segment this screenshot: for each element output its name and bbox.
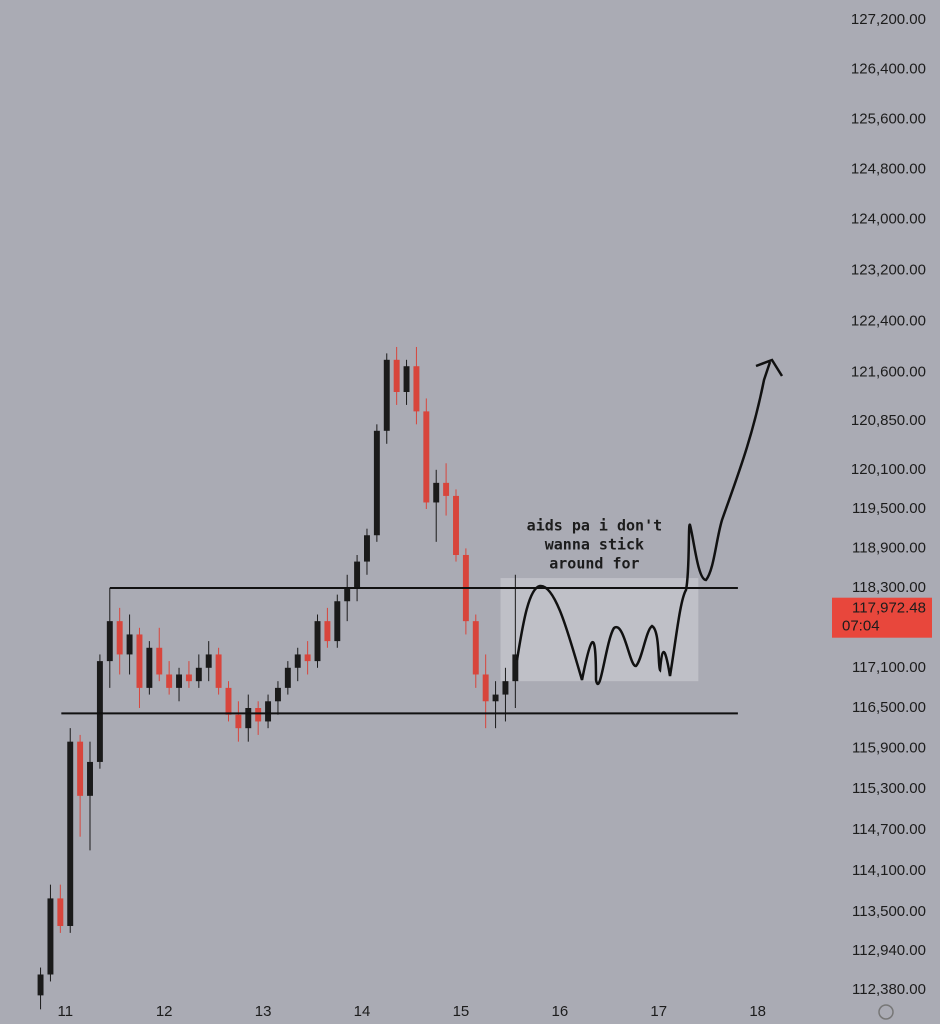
candle-body xyxy=(205,654,212,668)
candle-body xyxy=(166,674,173,688)
candle-body xyxy=(274,687,281,702)
x-tick-label: 11 xyxy=(57,1003,73,1020)
x-tick-label: 15 xyxy=(453,1003,470,1020)
annotation: around for xyxy=(549,555,639,573)
candle-body xyxy=(185,674,192,682)
x-tick-label: 17 xyxy=(650,1003,667,1020)
candle-body xyxy=(96,661,103,762)
candle-body xyxy=(77,741,84,796)
y-tick-label: 120,100.00 xyxy=(851,461,926,478)
y-tick-label: 119,500.00 xyxy=(852,500,926,517)
x-tick-label: 18 xyxy=(749,1003,766,1020)
candle-body xyxy=(413,366,420,412)
candle-body xyxy=(294,654,301,668)
candle-body xyxy=(87,761,93,796)
last-price-label: 117,972.48 xyxy=(852,600,926,617)
y-tick-label: 113,500.00 xyxy=(852,903,926,920)
candle-body xyxy=(324,621,331,642)
candle-body xyxy=(423,411,430,503)
candle-body xyxy=(393,359,400,392)
candle-body xyxy=(403,366,410,392)
candle-body xyxy=(383,359,390,431)
candle-body xyxy=(433,482,440,503)
candle-body xyxy=(502,681,509,695)
y-tick-label: 120,850.00 xyxy=(851,412,926,429)
candle-body xyxy=(57,898,64,926)
candle-body xyxy=(284,667,291,688)
annotation: wanna stick xyxy=(545,536,644,554)
zone-box xyxy=(500,578,699,682)
y-tick-label: 121,600.00 xyxy=(851,364,926,381)
hand-drawn-path xyxy=(515,361,772,685)
candle-body xyxy=(116,621,123,655)
y-tick-label: 117,100.00 xyxy=(852,659,926,676)
last-price-box xyxy=(832,597,932,638)
y-tick-label: 123,200.00 xyxy=(851,261,926,278)
candle-body xyxy=(225,687,232,715)
candle-body xyxy=(364,535,370,562)
candle-body xyxy=(126,634,133,655)
x-tick-label: 12 xyxy=(156,1003,173,1020)
y-tick-label: 116,500.00 xyxy=(852,699,926,716)
y-tick-label: 124,000.00 xyxy=(851,211,926,228)
candle-body xyxy=(136,634,143,688)
candle-body xyxy=(334,601,341,642)
settings-icon[interactable] xyxy=(878,1004,894,1020)
candle-body xyxy=(245,707,252,729)
candle-body xyxy=(106,621,113,662)
y-tick-label: 114,700.00 xyxy=(852,821,926,838)
candle-body xyxy=(235,714,242,729)
y-tick-label: 124,800.00 xyxy=(851,160,926,177)
candle-body xyxy=(354,561,361,588)
candle-body xyxy=(453,495,459,555)
candle-body xyxy=(195,667,202,682)
candle-body xyxy=(373,430,380,536)
candle-body xyxy=(255,707,262,722)
arrow-head xyxy=(755,358,784,377)
y-tick-label: 122,400.00 xyxy=(851,312,926,329)
candle-body xyxy=(37,974,44,996)
y-tick-label: 114,100.00 xyxy=(852,862,926,879)
candle-body xyxy=(492,694,499,702)
candle-body xyxy=(472,621,479,675)
y-tick-label: 112,380.00 xyxy=(852,981,926,998)
x-tick-label: 16 xyxy=(552,1003,569,1020)
candle-body xyxy=(482,674,489,702)
y-tick-label: 125,600.00 xyxy=(851,110,926,127)
y-tick-label: 115,300.00 xyxy=(852,780,926,797)
y-tick-label: 115,900.00 xyxy=(852,739,926,756)
candle-body xyxy=(443,482,450,496)
x-tick-label: 13 xyxy=(255,1003,272,1020)
candle-body xyxy=(344,587,351,602)
candle-body xyxy=(314,621,321,662)
y-tick-label: 118,300.00 xyxy=(852,579,926,596)
annotation: aids pa i don't xyxy=(527,517,662,535)
candle-body xyxy=(156,647,163,675)
countdown: 07:04 xyxy=(842,618,880,635)
candle-body xyxy=(304,654,311,662)
candle-body xyxy=(512,654,519,682)
y-tick-label: 127,200.00 xyxy=(851,11,926,28)
y-tick-label: 112,940.00 xyxy=(852,942,926,959)
candle-body xyxy=(47,898,54,975)
candle-body xyxy=(265,701,272,722)
y-tick-label: 118,900.00 xyxy=(852,539,926,556)
candle-body xyxy=(215,654,222,688)
y-tick-label: 126,400.00 xyxy=(851,61,926,78)
candle-body xyxy=(176,674,183,688)
candle-body xyxy=(146,647,153,688)
candle-body xyxy=(67,741,74,926)
x-tick-label: 14 xyxy=(354,1003,371,1020)
